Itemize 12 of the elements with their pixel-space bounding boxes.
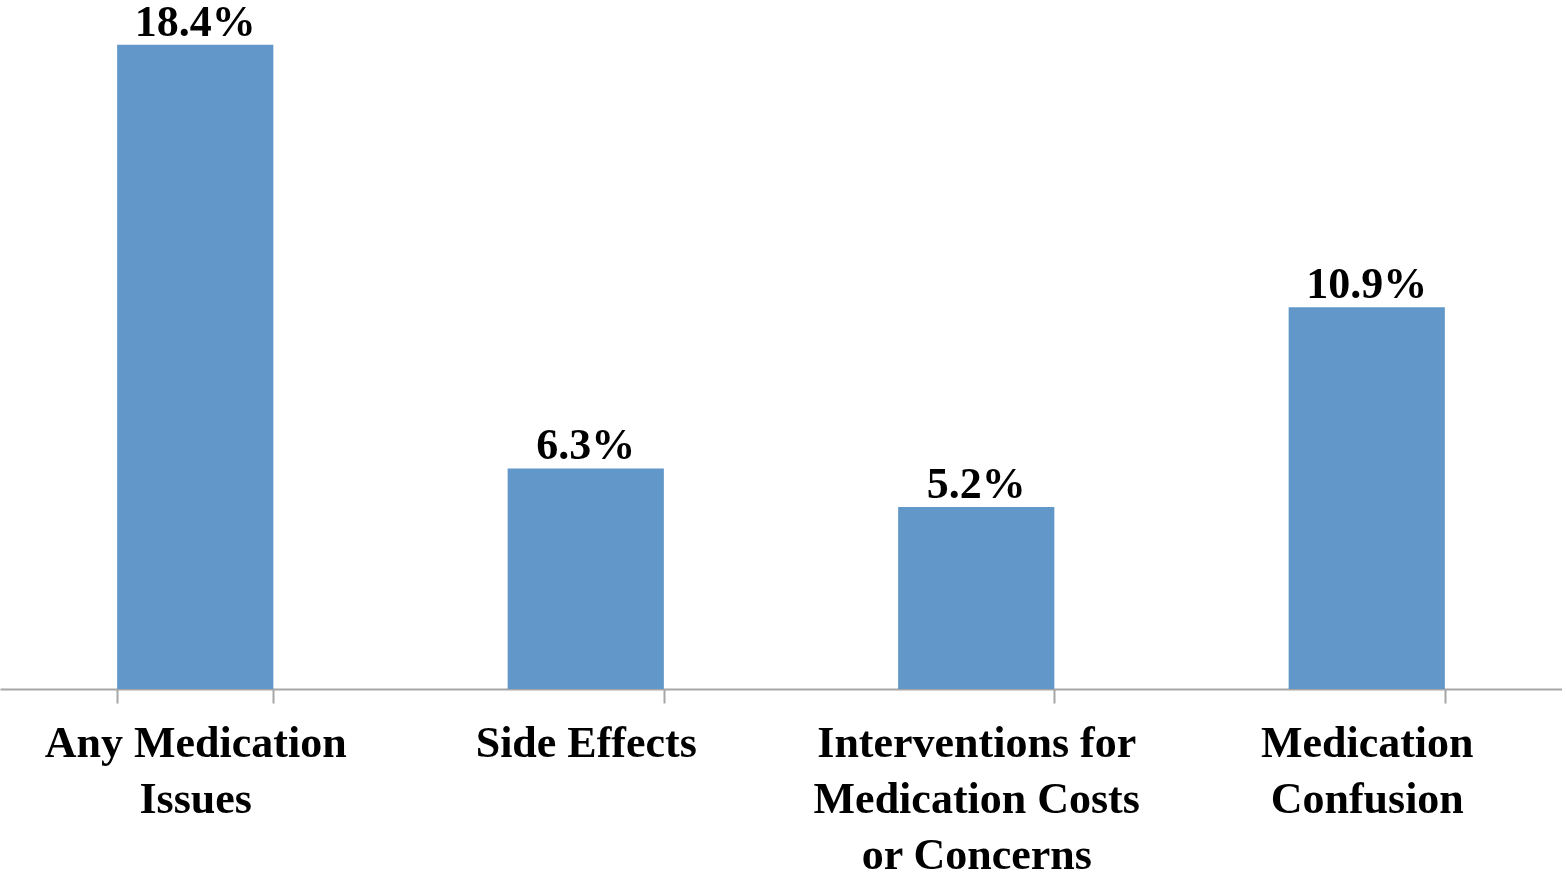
bar	[1288, 307, 1445, 689]
bar	[898, 506, 1055, 689]
bar	[117, 44, 274, 689]
data-label: 6.3%	[536, 420, 636, 470]
x-tick-label: Interventions for Medication Costs or Concerns	[813, 717, 1140, 878]
x-tick-label: Side Effects	[475, 717, 697, 767]
x-tick-label: Medication Confusion	[1260, 717, 1474, 823]
data-label: 10.9%	[1306, 259, 1428, 309]
x-tick-label: Any Medication Issues	[44, 717, 347, 823]
bar	[507, 468, 664, 689]
data-label: 5.2%	[926, 458, 1026, 508]
data-label: 18.4%	[134, 0, 256, 46]
